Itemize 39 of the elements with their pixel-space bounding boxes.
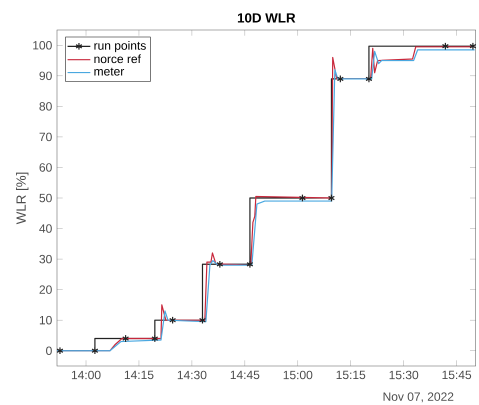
- x-tick-label: 14:30: [178, 370, 206, 380]
- point: [151, 334, 158, 342]
- y-tick-label: 70: [40, 132, 52, 142]
- y-tick-label: 90: [40, 72, 52, 80]
- y-axis-title: WLR [%]: [16, 172, 28, 224]
- x-tick-label: 15:30: [390, 370, 418, 380]
- point: [365, 74, 372, 83]
- x-tick-label: 15:15: [336, 370, 366, 380]
- x-tick-label: 14:45: [230, 370, 260, 380]
- y-tick-label: 50: [39, 194, 52, 202]
- y-tick-label: 60: [40, 163, 52, 172]
- x-tick-label: 14:00: [72, 370, 101, 380]
- x-tick-label: 14:15: [124, 370, 154, 380]
- y-tick-label: 0: [46, 346, 52, 355]
- y-tick-label: 80: [39, 102, 52, 111]
- x-tick-label: 15:45: [442, 370, 472, 380]
- chart-title: 10D WLR: [238, 13, 296, 23]
- point: [56, 346, 64, 355]
- y-tick-label: 30: [39, 254, 52, 264]
- legend-label: norce ref: [94, 54, 141, 64]
- legend-label: meter: [94, 68, 124, 76]
- point: [442, 42, 449, 50]
- y-tick-label: 40: [39, 224, 52, 233]
- y-tick-label: 10: [40, 316, 52, 324]
- x-tick-label: 15:00: [284, 370, 312, 380]
- point: [91, 346, 98, 355]
- point: [336, 74, 344, 83]
- point: [216, 260, 224, 268]
- point: [122, 334, 130, 342]
- point: [169, 316, 176, 324]
- text: Nov 07, 2022: [384, 392, 454, 402]
- point: [246, 260, 254, 268]
- point: [328, 194, 335, 202]
- point: [469, 42, 476, 50]
- y-tick-label: 20: [40, 285, 52, 294]
- y-tick-label: 100: [33, 41, 52, 50]
- legend-label: run points: [94, 40, 146, 52]
- point: [199, 316, 206, 324]
- point: [298, 194, 306, 202]
